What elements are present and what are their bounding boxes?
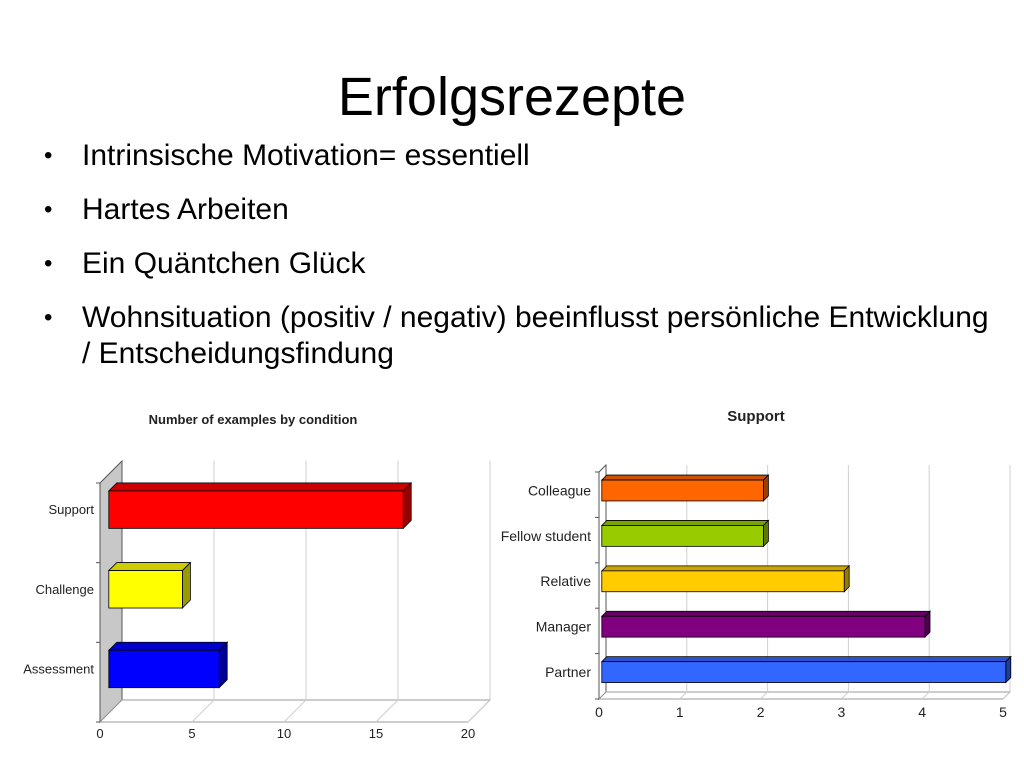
category-label: Assessment [23, 662, 94, 677]
gridline-floor [841, 691, 849, 700]
bar-side [763, 474, 769, 502]
bar-side [843, 564, 850, 593]
bullet-text: Ein Quäntchen Glück [82, 247, 366, 280]
category-label: Colleague [528, 482, 591, 498]
gridline-floor [1002, 691, 1011, 700]
chart-number-of-examples: Number of examples by condition 0 5 10 15 20 S… [23, 412, 492, 741]
bar-manager [601, 615, 926, 638]
gridline-floor [191, 699, 215, 723]
bullet-icon: • [44, 142, 53, 169]
category-label: Relative [540, 573, 591, 589]
category-label: Fellow student [501, 528, 591, 544]
x-tick-label: 2 [757, 704, 765, 720]
bar-top [600, 565, 851, 572]
bar-side [1005, 655, 1012, 684]
bullet-icon: • [44, 196, 53, 223]
bullet-text: Hartes Arbeiten [82, 193, 289, 226]
x-tick-label: 15 [369, 726, 383, 741]
gridline-floor [467, 699, 491, 723]
chart-title: Support [727, 408, 785, 425]
bar-side [181, 561, 191, 609]
bullet-icon: • [44, 304, 53, 331]
category-label: Manager [536, 619, 592, 635]
gridline-floor [921, 691, 930, 700]
chart-support-plot: 0 1 2 3 4 5 Colleague Fellow student Relative Man… [501, 463, 1012, 720]
x-tick-label: 1 [676, 704, 684, 720]
bar-side [763, 519, 769, 548]
gridline-floor [760, 691, 768, 700]
bar-side [924, 610, 931, 639]
bar-side [218, 641, 228, 689]
bullet-list: • Intrinsische Motivation= essentiell • Ha… [44, 138, 1004, 390]
x-tick-label: 20 [461, 726, 475, 741]
bullet-icon: • [44, 250, 53, 277]
bar-top [600, 656, 1012, 663]
chart-floor [597, 691, 1012, 700]
bar-side [402, 481, 412, 530]
chart-support: Support 0 1 2 3 4 5 Colleague Fellow student Rela… [501, 408, 1012, 720]
bullet-text: Wohnsituation (positiv / negativ) beeinf… [82, 301, 989, 370]
x-tick-label: 0 [595, 704, 603, 720]
bar-support [108, 490, 404, 529]
bullet-item: • Intrinsische Motivation= essentiell [44, 138, 1004, 174]
category-label: Partner [545, 664, 591, 680]
x-tick-label: 5 [999, 704, 1007, 720]
x-tick-label: 10 [277, 726, 291, 741]
bullet-item: • Hartes Arbeiten [44, 192, 1004, 228]
bar-top [600, 610, 931, 617]
x-tick-label: 0 [96, 726, 103, 741]
slide-title: Erfolgsrezepte [337, 67, 687, 127]
bar-top [600, 520, 770, 526]
bullet-text: Intrinsische Motivation= essentiell [82, 139, 530, 172]
bar-challenge [108, 570, 183, 609]
bar-partner [601, 661, 1007, 683]
bar-assessment [108, 649, 220, 689]
bar-colleague [601, 479, 764, 502]
bar-top [107, 482, 413, 492]
chart-title: Number of examples by condition [149, 412, 358, 427]
x-tick-label: 3 [838, 704, 846, 720]
bar-relative [601, 570, 845, 593]
gridline-floor [375, 699, 399, 723]
bar-fellow-student [601, 525, 764, 547]
gridline-floor [679, 691, 688, 700]
gridline-floor [283, 699, 307, 723]
x-tick-label: 5 [188, 726, 195, 741]
category-label: Support [48, 502, 94, 517]
bullet-item: • Ein Quäntchen Glück [44, 246, 1004, 282]
bar-top [107, 562, 192, 571]
bar-top [107, 641, 229, 651]
category-label: Challenge [35, 582, 94, 597]
x-tick-label: 4 [918, 704, 926, 720]
bullet-item: • Wohnsituation (positiv / negativ) beein… [44, 300, 1004, 372]
bar-top [600, 474, 770, 481]
